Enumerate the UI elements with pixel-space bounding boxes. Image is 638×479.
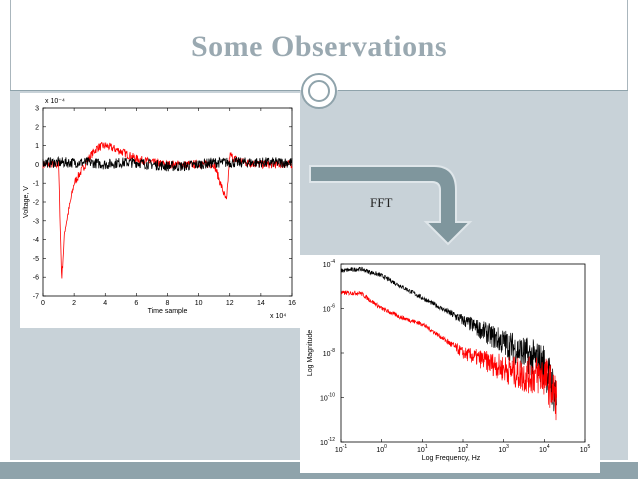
x-tick-label: 16 [288,300,296,307]
plot-area [42,107,293,297]
x-tick-label: 4 [103,300,107,307]
y-axis-label: Voltage, V [23,186,30,218]
y-tick-label: -1 [33,181,39,188]
x-tick-label: 104 [539,444,550,454]
x-tick-label: 2 [72,300,76,307]
y-axis-label: Log Magnitude [307,330,314,376]
x-tick-label: 10-1 [335,444,347,454]
x-tick-label: 0 [41,300,45,307]
y-multiplier: x 10⁻⁴ [45,98,65,105]
title-divider-left [10,90,300,91]
series-red-line [340,289,557,421]
y-tick-label: 1 [35,143,39,150]
series-black-line [42,156,293,172]
y-tick-label: -5 [33,256,39,263]
x-tick-label: 14 [257,300,265,307]
y-tick-label: -6 [33,275,39,282]
fft-label: FFT [370,195,393,210]
plot-area [340,263,586,443]
x-axis-label: Log Frequency, Hz [422,455,481,462]
y-tick-label: -7 [33,294,39,301]
y-tick-label: -2 [33,200,39,207]
y-tick-label: 10-6 [323,304,335,314]
x-tick-label: 10 [195,300,203,307]
y-tick-label: -4 [33,237,39,244]
y-tick-label: 3 [35,106,39,113]
x-tick-label: 102 [458,444,469,454]
y-tick-label: 10-4 [323,259,335,269]
x-tick-label: 105 [580,444,591,454]
x-axis-label: Time sample [148,308,188,315]
y-tick-label: 2 [35,124,39,131]
x-tick-label: 101 [417,444,428,454]
y-tick-label: 0 [35,162,39,169]
x-tick-label: 6 [134,300,138,307]
slide-title: Some Observations [191,30,447,63]
x-tick-label: 8 [166,300,170,307]
x-tick-label: 12 [226,300,234,307]
ornament-circle-icon [301,73,337,109]
series-black-line [340,266,557,412]
x-multiplier: x 10⁴ [270,313,286,320]
y-tick-label: -3 [33,218,39,225]
y-tick-label: 10-8 [323,348,335,358]
y-tick-label: 10-10 [320,393,335,403]
x-tick-label: 103 [498,444,509,454]
y-tick-label: 10-12 [320,437,335,447]
x-tick-label: 100 [376,444,387,454]
title-divider-right [338,90,628,91]
fft-arrow-icon [309,165,473,246]
